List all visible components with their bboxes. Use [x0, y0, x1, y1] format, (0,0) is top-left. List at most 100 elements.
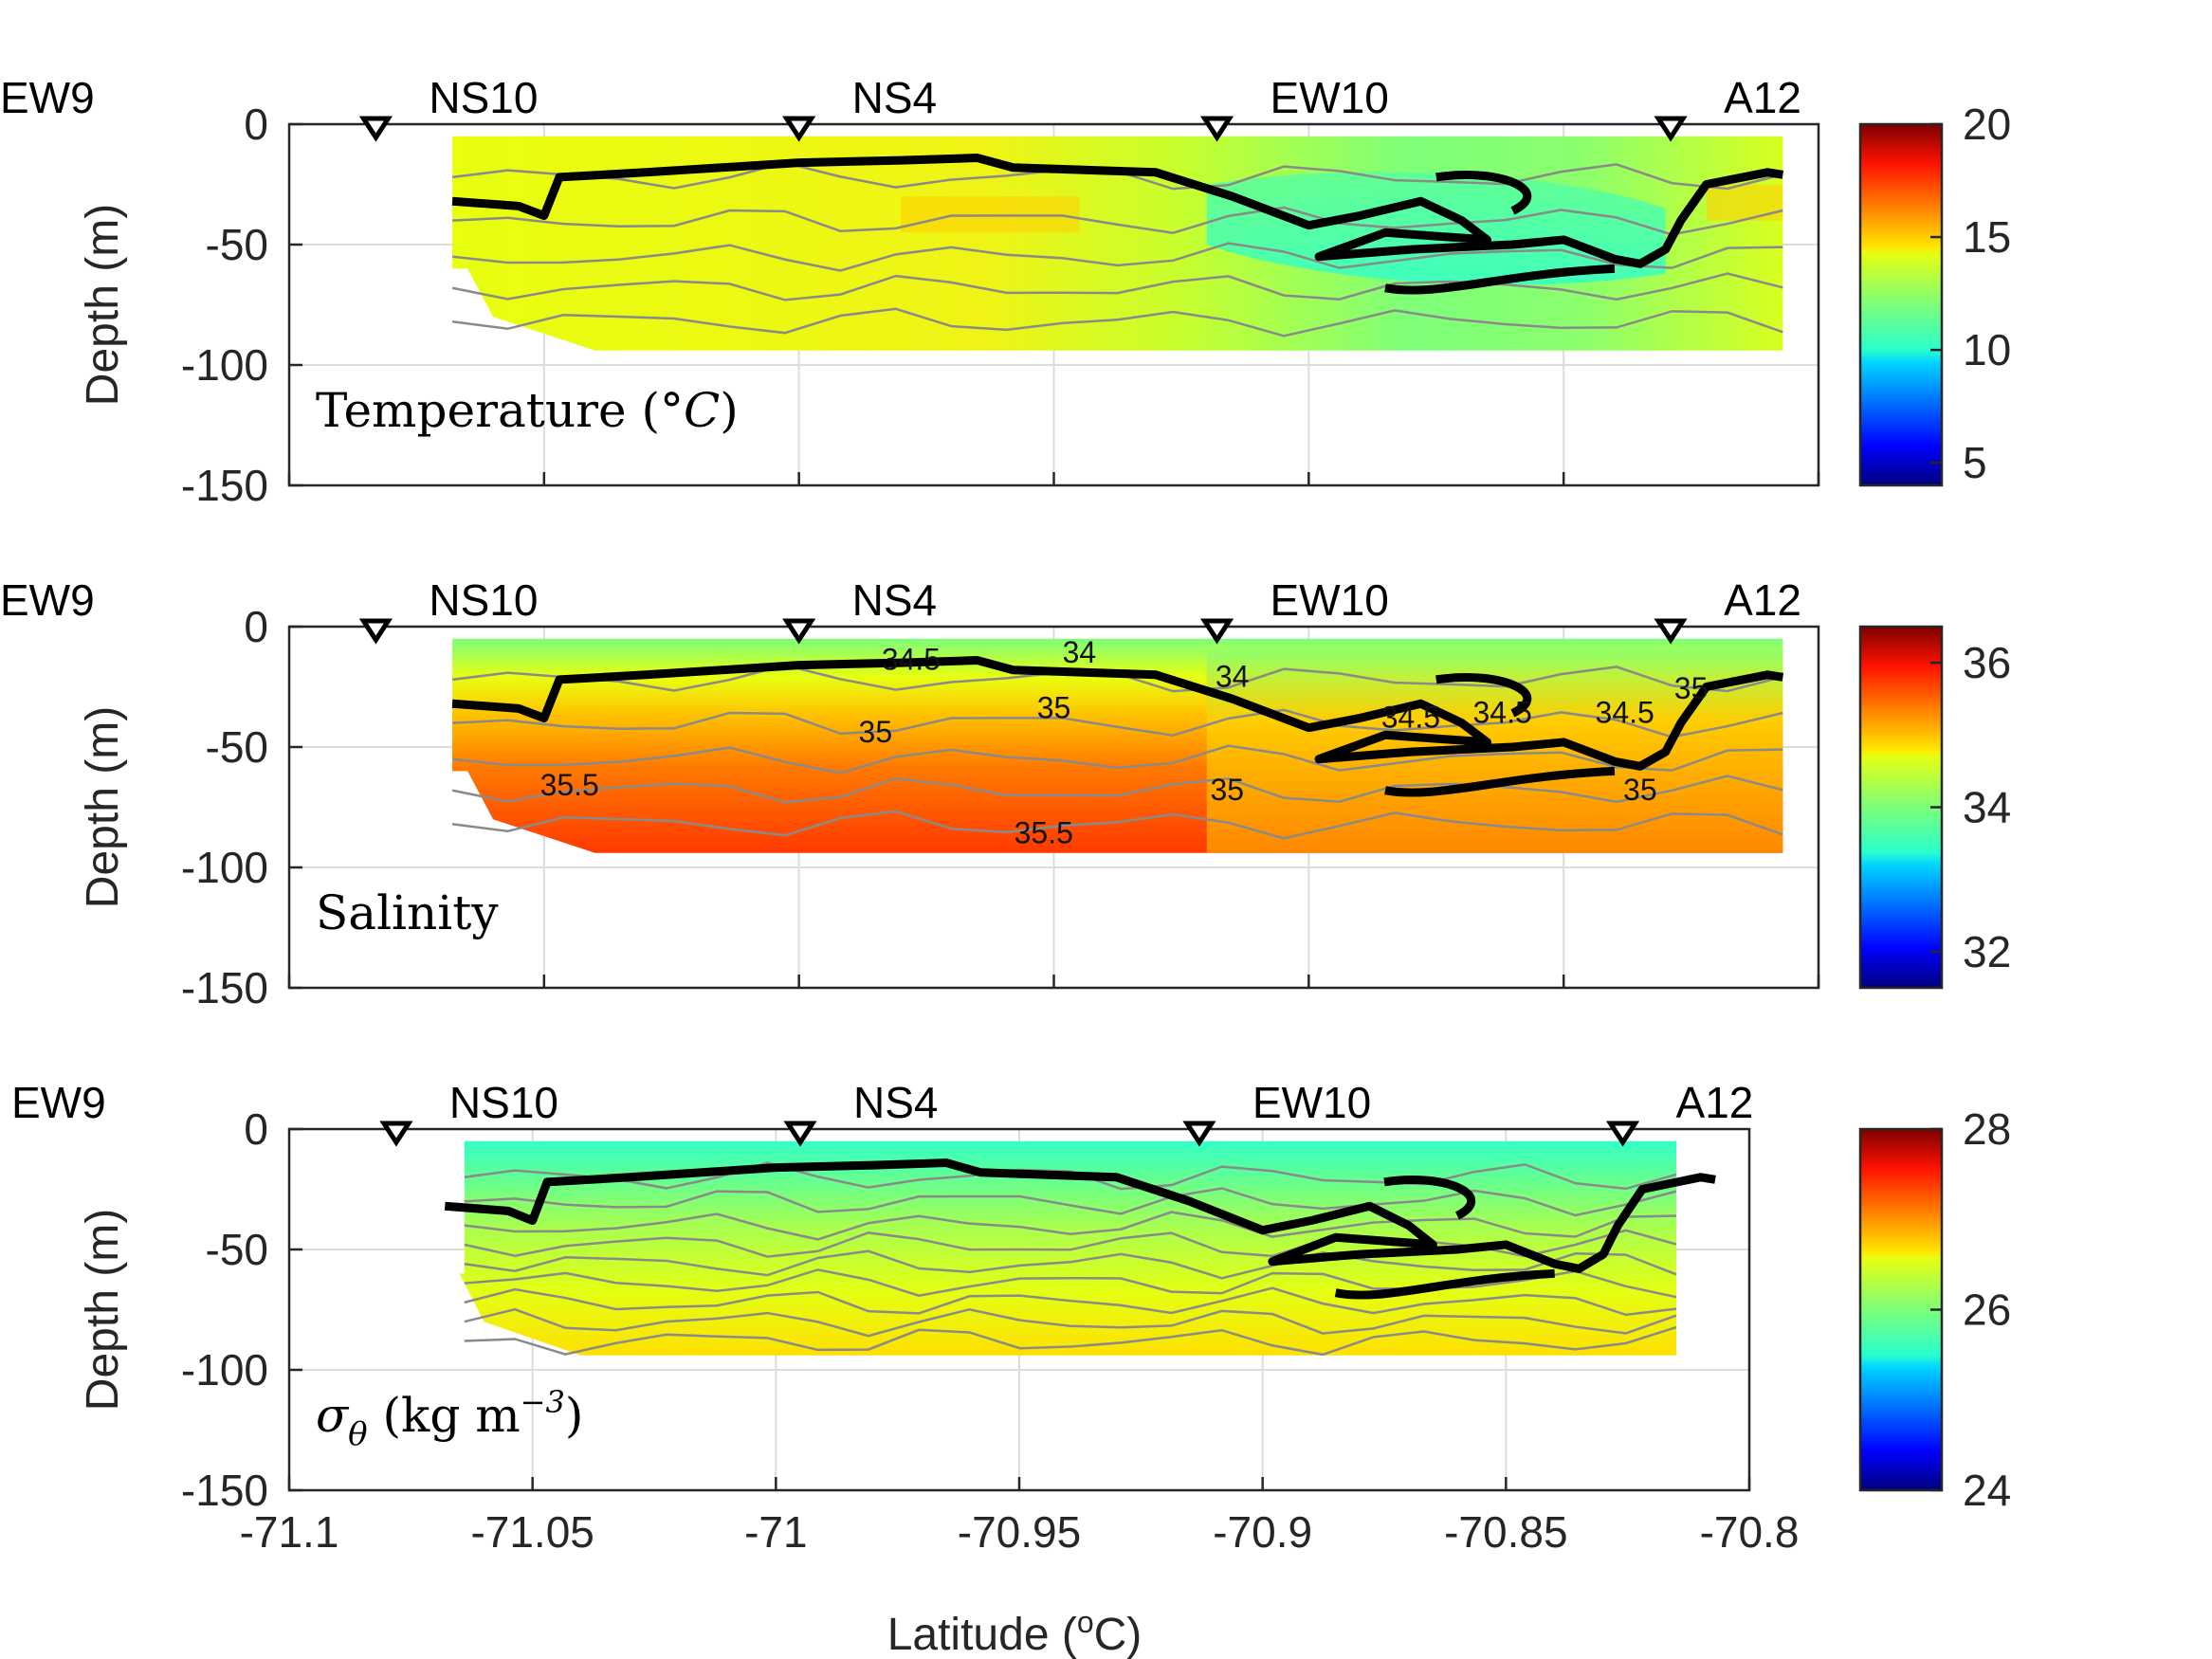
isoline-lower	[1384, 766, 1616, 797]
field-surface	[459, 1140, 1677, 1356]
contour-line	[464, 1249, 1677, 1280]
x-tick-label: -70.85	[1444, 1507, 1567, 1557]
data-field	[451, 136, 1784, 351]
station-label: NS4	[853, 1078, 938, 1127]
contour-line	[451, 708, 1783, 738]
colorbar-tick-label: 10	[1963, 325, 2011, 374]
station-label: NS4	[852, 575, 937, 625]
station-marker-icon	[1199, 116, 1234, 142]
y-tick-label: -150	[181, 461, 268, 510]
contour-line	[464, 1325, 1677, 1357]
colorbar-scale	[1858, 1127, 1944, 1492]
y-tick-label: -100	[181, 1345, 268, 1395]
contour-label: 35	[1211, 773, 1245, 807]
contour-line	[451, 775, 1783, 804]
x-tick-label: -70.8	[1700, 1507, 1800, 1557]
y-tick-label: 0	[244, 1104, 268, 1154]
station-label: EW10	[1271, 73, 1389, 122]
isoline-lower	[1384, 264, 1616, 295]
contour-line	[451, 307, 1783, 337]
panel-label: σθ (kg m−3)	[316, 1384, 583, 1453]
station-label: EW9	[0, 575, 95, 625]
station-label: NS10	[449, 1078, 558, 1127]
colorbar-tick-label: 34	[1963, 783, 2011, 832]
colorbar-tick-label: 24	[1963, 1466, 2011, 1515]
station-label: EW10	[1252, 1078, 1371, 1127]
y-tick-label: 0	[244, 100, 268, 149]
contour-label: 34.5	[1596, 696, 1654, 730]
contour-line	[451, 810, 1783, 840]
station-marker-icon	[783, 1121, 817, 1147]
colorbar: 24 26 28	[1858, 1104, 2011, 1515]
y-tick-label: -150	[181, 963, 268, 1012]
contour-label: 35	[1674, 671, 1709, 705]
contour-line	[464, 1307, 1677, 1338]
panel-label-part: )	[565, 1388, 584, 1443]
colorbar-tick-label: 28	[1963, 1104, 2011, 1154]
panel-salinity: 34.5 34 34 35 35 34.5 34.5 34.5 35 35.5 35.5 35 35 0 -…	[0, 575, 2011, 1012]
y-tick-label: -150	[181, 1466, 268, 1515]
colorbar-tick-label: 20	[1963, 100, 2011, 149]
station-marker-icon	[1605, 1121, 1640, 1147]
station-marker-icon	[1199, 618, 1234, 645]
isoline	[444, 1158, 1716, 1273]
svg-text:Latitude (oC): Latitude (oC)	[887, 1605, 1143, 1659]
y-tick-label: -50	[206, 220, 268, 269]
contour-line	[464, 1286, 1677, 1317]
y-axis-title: Depth (m)	[78, 1209, 128, 1411]
station-label: NS4	[852, 73, 937, 122]
contour-label: 34	[1216, 660, 1250, 694]
x-tick-label: -71.1	[240, 1507, 339, 1557]
contour-label: 34	[1063, 635, 1097, 669]
x-axis-title-tail: C)	[1094, 1610, 1143, 1659]
colorbar-tick-label: 5	[1963, 438, 1987, 487]
station-marker-icon	[379, 1121, 413, 1147]
y-axis-title: Depth (m)	[78, 706, 128, 908]
station-label: NS10	[429, 575, 538, 625]
panel-label-part: θ	[348, 1415, 367, 1453]
isoline	[451, 154, 1784, 268]
colorbar-scale	[1858, 625, 1944, 990]
station-marker-icon	[782, 116, 816, 142]
x-tick-label: -71	[744, 1507, 807, 1557]
contour-label: 34.5	[882, 643, 941, 677]
contour-lines	[451, 161, 1783, 337]
contour-line	[451, 242, 1783, 272]
station-marker-icon	[358, 116, 393, 142]
y-axis-title: Depth (m)	[78, 204, 128, 406]
contour-line	[451, 744, 1783, 775]
station-label: EW10	[1271, 575, 1389, 625]
station-label: A12	[1676, 1078, 1754, 1127]
colorbar: 5 10 15 20	[1858, 100, 2011, 487]
y-tick-label: -50	[206, 722, 268, 772]
colorbar-scale	[1858, 122, 1944, 487]
station-label: A12	[1724, 575, 1801, 625]
x-axis-title-sup: o	[1077, 1605, 1094, 1639]
contour-label: 34.5	[1381, 701, 1440, 735]
contour-label: 35	[1037, 691, 1071, 725]
panel-temperature: 0 -50 -100 -150 Depth (m) Temperature (°C) EW9…	[0, 73, 2011, 510]
contour-label: 35	[1623, 773, 1657, 807]
station-marker-icon	[358, 618, 393, 645]
isoline-loop	[1383, 1176, 1475, 1220]
data-field	[444, 1140, 1716, 1357]
station-marker-icon	[1182, 1121, 1216, 1147]
station-marker-icon	[1654, 116, 1688, 142]
contour-line	[451, 272, 1783, 301]
contour-label: 35.5	[540, 768, 599, 802]
station-label: EW9	[0, 73, 95, 122]
panel-label-part: σ	[316, 1388, 350, 1443]
panel-label-part: °C	[660, 383, 720, 438]
colorbar-tick-label: 32	[1963, 927, 2011, 976]
warm-patch-east	[1706, 184, 1783, 221]
x-tick-label: -70.9	[1213, 1507, 1312, 1557]
station-marker-icon	[1654, 618, 1688, 645]
panel-label-part: (kg m	[368, 1388, 521, 1443]
isoline-loop	[1435, 673, 1532, 718]
isoline	[451, 656, 1784, 771]
colorbar-tick-label: 15	[1963, 212, 2011, 262]
x-tick-label: -71.05	[470, 1507, 594, 1557]
colorbar-tick-label: 26	[1963, 1285, 2011, 1335]
station-label: EW9	[11, 1078, 106, 1127]
